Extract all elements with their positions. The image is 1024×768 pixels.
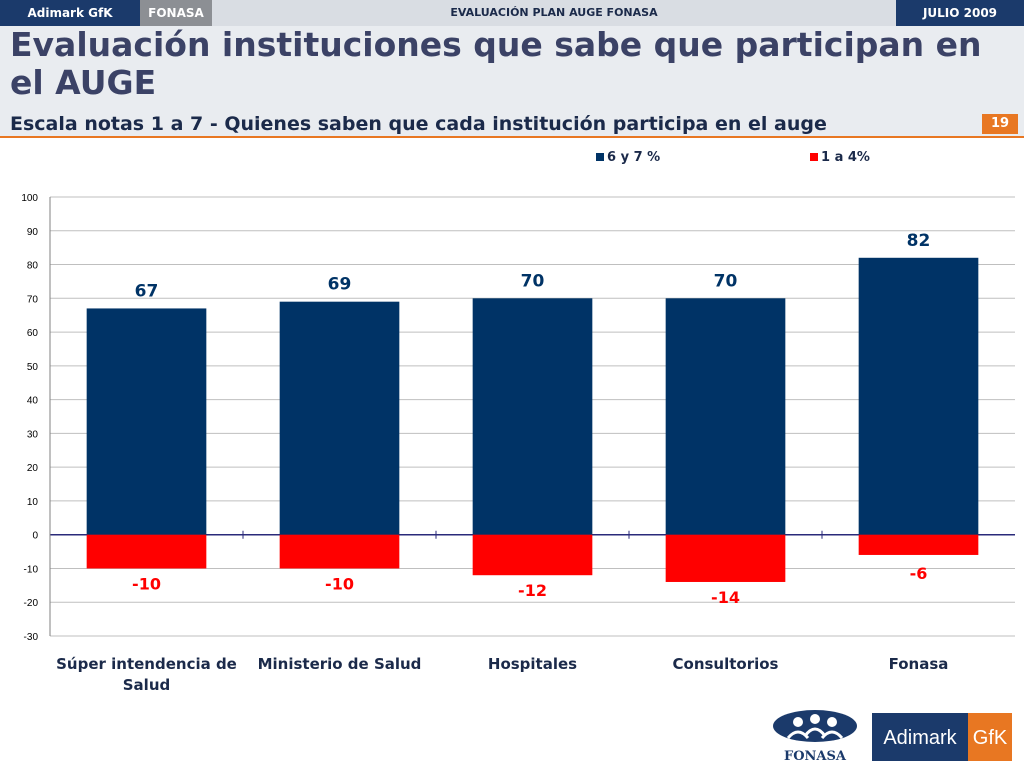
y-tick-label: 10 [27, 497, 39, 508]
y-tick-label: 30 [27, 429, 39, 440]
legend-label: 6 y 7 % [607, 150, 660, 165]
x-category-label: Fonasa [889, 655, 949, 673]
data-label-positive: 70 [521, 271, 545, 291]
page-number: 19 [982, 114, 1018, 134]
data-label-negative: -6 [910, 564, 928, 583]
data-label-negative: -12 [518, 581, 547, 600]
bar-negative [86, 534, 207, 569]
data-label-positive: 70 [714, 271, 738, 291]
x-category-label: Ministerio de Salud [258, 655, 422, 673]
slide-subtitle: Escala notas 1 a 7 - Quienes saben que c… [10, 113, 827, 135]
brand-label: Adimark GfK [0, 0, 140, 26]
y-tick-label: 80 [27, 261, 39, 272]
gfk-logo-text: GfK [973, 727, 1008, 749]
y-tick-label: 100 [21, 193, 38, 204]
y-tick-label: 70 [27, 294, 39, 305]
y-tick-label: 0 [32, 531, 38, 542]
x-category-label: Salud [123, 676, 170, 694]
x-category-label: Consultorios [673, 655, 779, 673]
y-tick-label: 90 [27, 227, 39, 238]
y-tick-label: -10 [24, 564, 39, 575]
adimark-logo-text: Adimark [883, 727, 957, 749]
bar-positive [472, 298, 593, 535]
data-label-negative: -14 [711, 588, 740, 607]
slide-header: Evaluación instituciones que sabe que pa… [0, 26, 1024, 138]
y-tick-label: 50 [27, 362, 39, 373]
data-label-negative: -10 [132, 574, 161, 593]
bar-negative [472, 534, 593, 576]
data-label-negative: -10 [325, 574, 354, 593]
y-tick-label: 20 [27, 463, 39, 474]
report-date: JULIO 2009 [896, 0, 1024, 26]
data-label-positive: 69 [328, 275, 352, 295]
top-bar: Adimark GfK FONASA EVALUACIÓN PLAN AUGE … [0, 0, 1024, 26]
client-label: FONASA [140, 0, 212, 26]
report-title: EVALUACIÓN PLAN AUGE FONASA [450, 6, 658, 19]
bar-positive [86, 308, 207, 535]
bar-positive [665, 298, 786, 535]
fonasa-logo-icon: FONASA [773, 710, 857, 764]
legend-swatch [810, 153, 818, 161]
data-label-positive: 67 [135, 281, 159, 301]
x-category-label: Hospitales [488, 655, 577, 673]
legend-swatch [596, 153, 604, 161]
bar-negative [279, 534, 400, 569]
slide-title: Evaluación instituciones que sabe que pa… [10, 25, 982, 102]
y-tick-label: -20 [24, 598, 39, 609]
x-category-label: Súper intendencia de [56, 655, 237, 673]
y-tick-label: 40 [27, 396, 39, 407]
bar-negative [665, 534, 786, 582]
adimark-gfk-logo-icon: Adimark GfK [872, 713, 1012, 761]
bar-negative [858, 534, 979, 555]
fonasa-logo-text: FONASA [784, 749, 847, 764]
y-tick-label: 60 [27, 328, 39, 339]
y-tick-label: -30 [24, 632, 39, 643]
data-label-positive: 82 [907, 231, 931, 251]
bar-positive [279, 301, 400, 535]
bar-positive [858, 257, 979, 535]
legend-label: 1 a 4% [821, 150, 870, 165]
